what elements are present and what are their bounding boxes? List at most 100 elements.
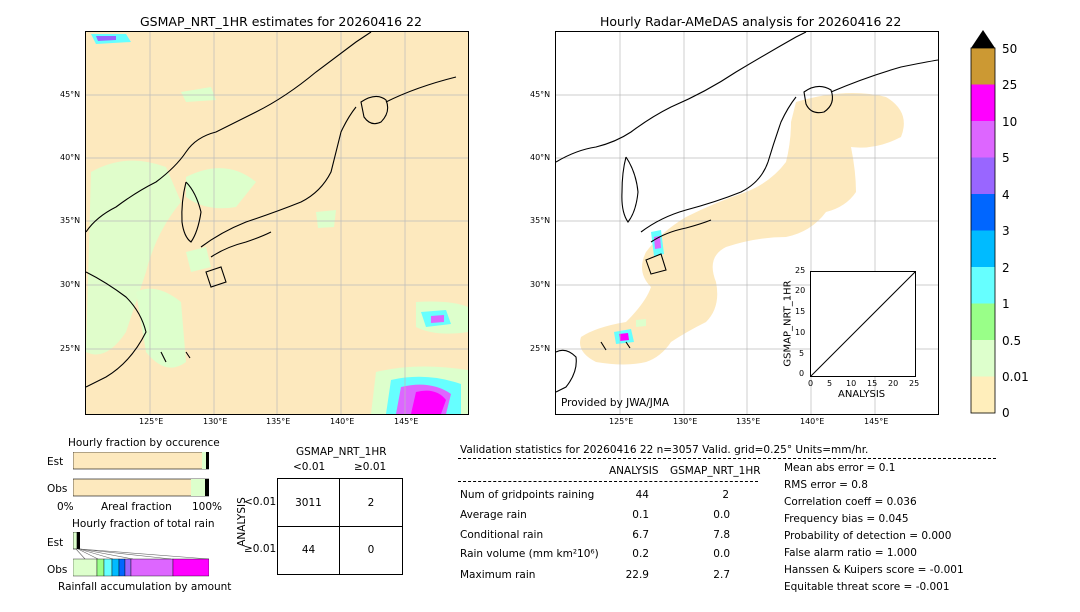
colorbar-cell: [971, 48, 995, 85]
inset-xlabel: ANALYSIS: [838, 389, 886, 400]
col-analysis: ANALYSIS: [609, 465, 659, 477]
stat-gsmap: 2: [722, 489, 729, 501]
colorbar-label: 0.01: [1002, 370, 1029, 384]
inset-svg: [810, 271, 916, 377]
score-line: Probability of detection = 0.000: [784, 530, 952, 542]
right-lon-tick: 135°E: [736, 417, 761, 426]
contingency-cell: 0: [367, 544, 375, 556]
inset-ylabel: GSMAP_NRT_1HR: [782, 280, 794, 367]
inset-xtick: 20: [888, 379, 899, 388]
left-map-title: GSMAP_NRT_1HR estimates for 20260416 22: [140, 14, 422, 29]
contingency-cell: 3011: [295, 497, 322, 509]
colorbar-cell: [971, 340, 995, 377]
stat-analysis: 44: [635, 489, 649, 501]
left-lon-tick: 125°E: [139, 417, 164, 426]
occ-est-wet: [202, 452, 206, 469]
pct-100-label: 100%: [192, 501, 223, 513]
occ-obs-wet: [191, 479, 205, 496]
stat-label: Num of gridpoints raining: [460, 489, 595, 501]
inset-plot: [810, 271, 916, 377]
amt-obs-seg: [103, 558, 113, 577]
inset-xtick: 5: [827, 379, 833, 388]
left-lat-tick: 45°N: [60, 90, 81, 99]
amt-obs-seg: [172, 558, 209, 577]
colorbar-label: 1: [1002, 297, 1010, 311]
amt-obs-seg: [73, 558, 98, 577]
left-lon-tick: 140°E: [330, 417, 355, 426]
inset-ytick: 20: [795, 286, 806, 295]
amt-obs-seg: [130, 558, 174, 577]
contingency-table: 3011 2 44 0: [277, 478, 403, 575]
inset-xtick: 25: [909, 379, 920, 388]
left-map: [85, 31, 469, 415]
stat-label: Average rain: [460, 509, 527, 521]
contingency-cell: 44: [301, 544, 316, 556]
amt-est-bar: [73, 532, 78, 550]
right-lat-tick: 25°N: [530, 344, 551, 353]
colorbar-cell: [971, 267, 995, 304]
left-lon-tick: 130°E: [203, 417, 228, 426]
occ-title: Hourly fraction by occurence: [68, 437, 220, 449]
colorbar-label: 0: [1002, 406, 1010, 420]
score-line: False alarm ratio = 1.000: [784, 547, 917, 559]
score-line: Mean abs error = 0.1: [784, 462, 896, 474]
right-lat-tick: 45°N: [530, 90, 551, 99]
right-lon-tick: 140°E: [800, 417, 825, 426]
amt-est-label: Est: [47, 537, 64, 549]
contingency-cell: 2: [367, 497, 375, 509]
score-line: Frequency bias = 0.045: [784, 513, 909, 525]
pct-0-label: 0%: [57, 501, 74, 513]
amt-obs-seg: [96, 558, 105, 577]
inset-ytick: 15: [795, 307, 806, 316]
colorbar-cell: [971, 84, 995, 122]
right-lat-tick: 30°N: [530, 280, 551, 289]
colorbar-label: 5: [1002, 151, 1010, 165]
inset-ytick: 25: [795, 266, 806, 275]
occ-obs-bar: [73, 478, 209, 497]
right-map-svg: [556, 32, 938, 414]
stat-label: Conditional rain: [460, 529, 544, 541]
colorbar-cells: [971, 48, 995, 414]
score-line: Hanssen & Kuipers score = -0.001: [784, 564, 964, 576]
colorbar-label: 3: [1002, 224, 1010, 238]
inset-ytick: 0: [799, 369, 805, 378]
right-lon-tick: 130°E: [673, 417, 698, 426]
colorbar: [970, 30, 996, 414]
colorbar-cell: [971, 303, 995, 341]
inset-ytick: 10: [795, 328, 806, 337]
right-lat-tick: 35°N: [530, 216, 551, 225]
right-lon-tick: 145°E: [864, 417, 889, 426]
colorbar-label: 25: [1002, 78, 1018, 92]
occ-obs-edge: [205, 479, 209, 496]
colorbar-label: 10: [1002, 115, 1018, 129]
left-lat-tick: 35°N: [60, 216, 81, 225]
diagonal-line: [810, 271, 916, 377]
contingency-row1: <0.01: [244, 496, 277, 508]
stat-analysis: 22.9: [625, 569, 649, 581]
amt-title: Hourly fraction of total rain: [72, 518, 215, 530]
left-lon-tick: 135°E: [266, 417, 291, 426]
right-map-title: Hourly Radar-AMeDAS analysis for 2026041…: [600, 14, 902, 29]
colorbar-cell: [971, 121, 995, 158]
occ-obs-label: Obs: [47, 483, 68, 495]
inset-xtick: 0: [808, 379, 814, 388]
right-lat-tick: 40°N: [530, 153, 551, 162]
occ-est-edge: [206, 452, 209, 469]
colorbar-label: 4: [1002, 188, 1010, 202]
stat-analysis: 0.2: [632, 548, 649, 560]
right-lon-tick: 125°E: [609, 417, 634, 426]
accum-label: Rainfall accumulation by amount: [58, 581, 232, 593]
amt-obs-seg: [124, 558, 132, 577]
left-map-svg: [86, 32, 468, 414]
stat-label: Rain volume (mm km²10⁶): [460, 548, 599, 560]
occ-est-label: Est: [47, 456, 64, 468]
stat-label: Maximum rain: [460, 569, 536, 581]
left-lat-tick: 40°N: [60, 153, 81, 162]
stat-gsmap: 0.0: [713, 548, 730, 560]
contingency-row2: ≥0.01: [244, 543, 277, 555]
occ-bars: [73, 452, 209, 497]
stat-gsmap: 0.0: [713, 509, 730, 521]
areal-label: Areal fraction: [101, 501, 172, 513]
score-line: Equitable threat score = -0.001: [784, 581, 950, 593]
stat-analysis: 6.7: [632, 529, 649, 541]
